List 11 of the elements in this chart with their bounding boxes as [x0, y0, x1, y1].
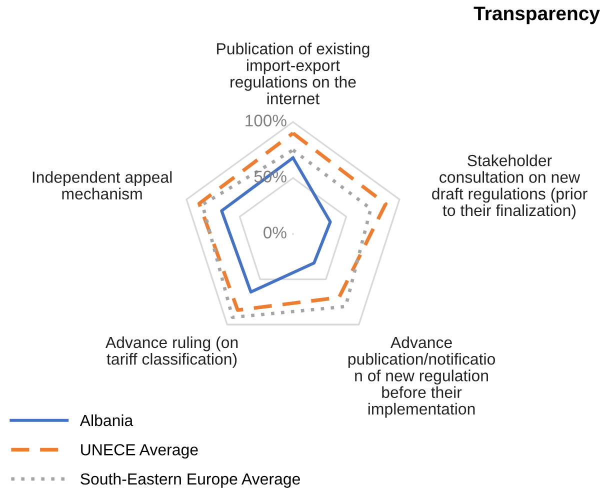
spoke-label: Advance publication/notificatio n of new regulation before their implementation: [348, 336, 495, 418]
spoke-label: Independent appeal mechanism: [32, 171, 172, 200]
spoke-label: Advance ruling (on tariff classification): [105, 336, 238, 368]
y-tick-label: 0%: [264, 226, 286, 238]
legend-label: UNECE Average: [81, 444, 198, 459]
legend-label: Albania: [80, 414, 134, 426]
y-tick-label: 100%: [246, 114, 286, 126]
spoke-label: Publication of existing import-export regulations on the internet: [217, 42, 370, 104]
spoke-label: Stakeholder consultation on new draft regulations (prior to their finalization): [432, 154, 588, 220]
legend-label: South-Eastern Europe Average: [80, 472, 300, 488]
chart-title: Transparency: [474, 6, 600, 24]
